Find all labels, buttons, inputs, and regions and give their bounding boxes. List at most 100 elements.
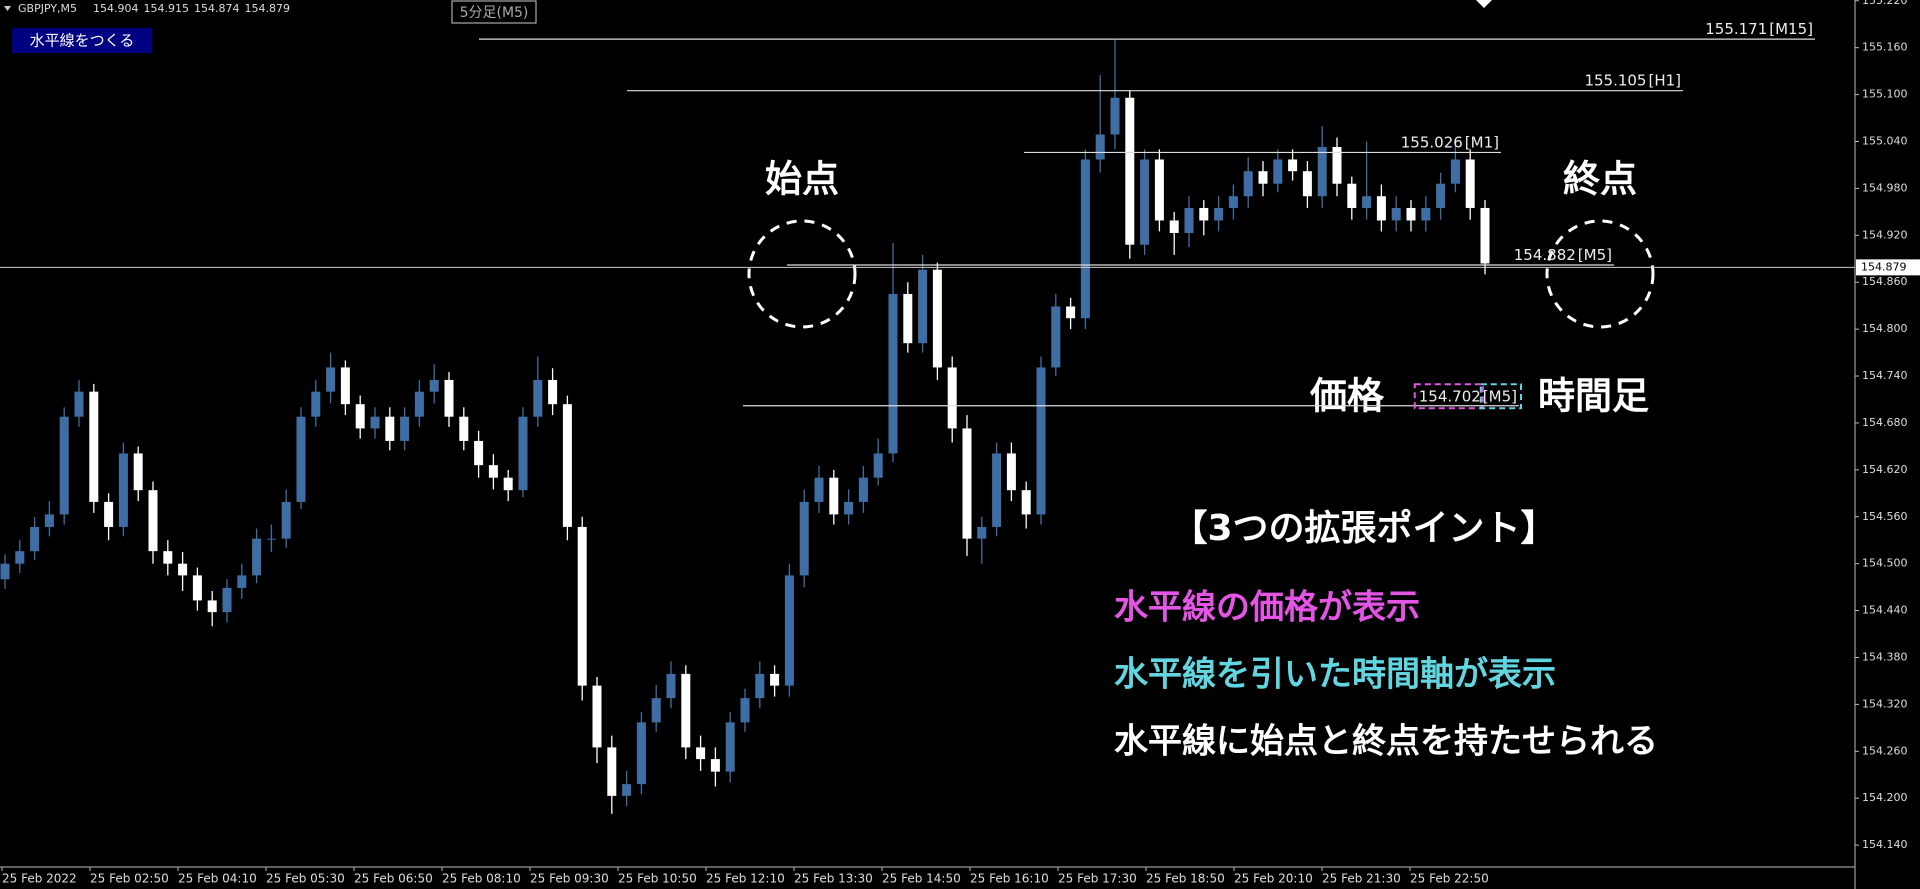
- x-tick-label: 25 Feb 2022: [2, 872, 77, 886]
- ohlc-value: 154.915: [144, 2, 190, 15]
- x-tick-label: 25 Feb 14:50: [882, 872, 961, 886]
- candle-body: [1036, 367, 1046, 515]
- price-label: 価格: [1309, 375, 1385, 418]
- candle-body: [281, 501, 291, 539]
- candle-body: [977, 526, 987, 539]
- hline-label: 154.702 [M5]: [1419, 387, 1517, 405]
- candle-body: [1021, 490, 1031, 515]
- button-label[interactable]: 水平線をつくる: [30, 32, 135, 50]
- candle-body: [1169, 220, 1179, 233]
- candle-body: [192, 575, 202, 601]
- candle-body: [518, 416, 528, 491]
- price-highlight: [1413, 383, 1484, 410]
- candle-body: [74, 391, 84, 417]
- candle-body: [710, 759, 720, 772]
- candle-body: [1391, 207, 1401, 221]
- symbol-info: GBPJPY,M5: [18, 2, 77, 15]
- candle-body: [400, 416, 410, 441]
- candle-body: [784, 575, 794, 686]
- candle-body: [1258, 171, 1268, 184]
- x-tick-label: 25 Feb 21:30: [1322, 872, 1401, 886]
- candle-body: [266, 538, 276, 540]
- dropdown-arrow[interactable]: [4, 6, 11, 11]
- candle-body: [1199, 207, 1209, 221]
- candle-body: [1288, 159, 1298, 172]
- candle-body: [340, 367, 350, 405]
- plot-area: [0, 39, 1490, 814]
- candle-body: [918, 269, 928, 344]
- candle-body: [725, 722, 735, 772]
- hline-price: 154.702: [1419, 387, 1481, 405]
- x-tick-label: 25 Feb 17:30: [1058, 872, 1137, 886]
- candle-body: [237, 575, 247, 588]
- draw-hline-button[interactable]: [12, 28, 152, 53]
- y-tick-label: 154.920: [1862, 228, 1908, 241]
- y-tick-label: 154.500: [1862, 557, 1908, 570]
- y-tick-label: 155.220: [1862, 0, 1908, 7]
- candle-body: [207, 600, 217, 613]
- timeframe-tag-label: 5分足(M5): [460, 5, 529, 21]
- end-label: 終点: [1563, 158, 1637, 201]
- hline-price: 155.026: [1401, 133, 1463, 151]
- candle-body: [1362, 196, 1372, 208]
- candle-body: [1214, 207, 1224, 221]
- candle-body: [755, 673, 765, 699]
- point-text: 水平線の価格が表示: [1114, 588, 1420, 628]
- candle-body: [459, 416, 469, 441]
- candle-body: [1243, 171, 1253, 197]
- candle-body: [0, 563, 10, 580]
- candle-body: [178, 563, 188, 576]
- hline-label: 155.026 [M1]: [1401, 133, 1499, 151]
- candle-body: [1347, 183, 1357, 208]
- candle-body: [59, 416, 69, 515]
- candle-body: [1066, 306, 1076, 319]
- point-text: 水平線を引いた時間軸が表示: [1114, 655, 1556, 695]
- candle-body: [474, 440, 484, 466]
- candle-body: [1095, 134, 1105, 160]
- timeframe-tag: [451, 0, 537, 24]
- hline-timeframe: [M1]: [1465, 133, 1499, 151]
- candle-body: [932, 269, 942, 368]
- x-tick-label: 25 Feb 09:30: [530, 872, 609, 886]
- candle-body: [1125, 97, 1135, 245]
- candle-body: [799, 501, 809, 576]
- candle-body: [1465, 159, 1475, 208]
- current-price-box: [1856, 259, 1920, 276]
- candle-body: [222, 587, 232, 613]
- candle-body: [326, 367, 336, 392]
- candle-body: [1376, 196, 1386, 221]
- point-text: 水平線に始点と終点を持たせられる: [1114, 722, 1658, 762]
- candle-body: [252, 538, 262, 576]
- current-price-label: 154.879: [1861, 260, 1907, 273]
- candle-body: [1154, 159, 1164, 221]
- candle-body: [562, 404, 572, 527]
- y-tick-label: 154.260: [1862, 744, 1908, 757]
- candle-body: [696, 747, 706, 760]
- candle-body: [414, 391, 424, 417]
- candle-body: [1051, 306, 1061, 368]
- hline-timeframe: [H1]: [1648, 71, 1681, 89]
- hline-price: 154.882: [1514, 246, 1576, 264]
- candle-body: [1110, 97, 1120, 135]
- hline-label: 155.171 [M15]: [1705, 20, 1813, 38]
- ohlc-value: 154.874: [194, 2, 240, 15]
- y-tick-label: 155.040: [1862, 135, 1908, 148]
- candle-body: [1332, 146, 1342, 184]
- candle-body: [1480, 207, 1490, 264]
- timeframe-label: 時間足: [1538, 375, 1649, 418]
- candle-body: [44, 514, 54, 527]
- y-tick-label: 154.200: [1862, 791, 1908, 804]
- candle-body: [1406, 207, 1416, 221]
- candle-body: [903, 293, 913, 344]
- x-tick-label: 25 Feb 10:50: [618, 872, 697, 886]
- candle-body: [1273, 159, 1283, 184]
- candle-body: [296, 416, 306, 502]
- candle-body: [385, 416, 395, 441]
- y-tick-label: 154.560: [1862, 510, 1908, 523]
- y-tick-label: 154.140: [1862, 838, 1908, 851]
- candle-body: [1302, 171, 1312, 197]
- y-tick-label: 154.380: [1862, 650, 1908, 663]
- candle-body: [814, 477, 824, 502]
- heading: 【3つの拡張ポイント】: [1171, 507, 1556, 549]
